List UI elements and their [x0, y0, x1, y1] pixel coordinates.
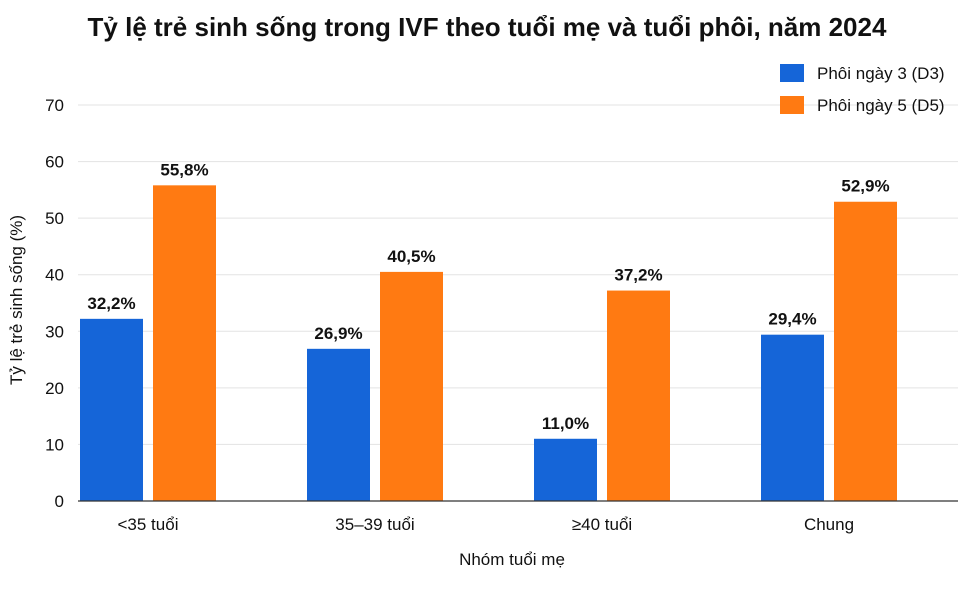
bar-d3: [534, 438, 597, 501]
legend: Phôi ngày 3 (D3) Phôi ngày 5 (D5): [780, 64, 945, 115]
bar-d5: [380, 271, 443, 501]
y-axis-ticks: 0 10 20 30 40 50 60 70: [45, 96, 64, 511]
bar-d5: [834, 201, 897, 502]
y-tick-label: 10: [45, 435, 64, 454]
chart-title: Tỷ lệ trẻ sinh sống trong IVF theo tuổi …: [88, 12, 887, 42]
data-label: 40,5%: [387, 247, 435, 266]
y-tick-label: 60: [45, 153, 64, 172]
data-label: 32,2%: [87, 294, 135, 313]
data-label: 11,0%: [542, 414, 589, 433]
legend-label-d5: Phôi ngày 5 (D5): [817, 96, 945, 115]
bar-d3: [761, 334, 824, 501]
x-axis-label: Nhóm tuổi mẹ: [459, 550, 565, 569]
bar-d5: [153, 185, 216, 501]
legend-label-d3: Phôi ngày 3 (D3): [817, 64, 945, 83]
y-tick-label: 50: [45, 209, 64, 228]
x-tick-label: 35–39 tuổi: [335, 515, 414, 534]
data-labels: 32,2% 55,8% 26,9% 40,5% 11,0% 37,2% 29,4% 52,9%: [87, 160, 889, 432]
data-label: 37,2%: [614, 266, 662, 285]
bar-d5: [607, 290, 670, 501]
legend-swatch-d5: [780, 96, 804, 114]
bar-d3: [307, 348, 370, 501]
data-label: 55,8%: [160, 160, 208, 179]
data-label: 26,9%: [314, 324, 362, 343]
y-tick-label: 40: [45, 266, 64, 285]
y-tick-label: 70: [45, 96, 64, 115]
x-tick-label: ≥40 tuổi: [572, 515, 632, 534]
bars: [80, 185, 897, 502]
x-axis-ticks: <35 tuổi 35–39 tuổi ≥40 tuổi Chung: [118, 515, 855, 534]
y-tick-label: 30: [45, 322, 64, 341]
bar-d3: [80, 318, 143, 501]
data-label: 52,9%: [841, 177, 889, 196]
y-tick-label: 20: [45, 379, 64, 398]
gridlines: [78, 104, 958, 445]
legend-swatch-d3: [780, 64, 804, 82]
y-tick-label: 0: [55, 492, 64, 511]
x-tick-label: Chung: [804, 515, 854, 534]
x-tick-label: <35 tuổi: [118, 515, 179, 534]
data-label: 29,4%: [768, 310, 816, 329]
y-axis-label: Tỷ lệ trẻ sinh sống (%): [7, 215, 26, 385]
